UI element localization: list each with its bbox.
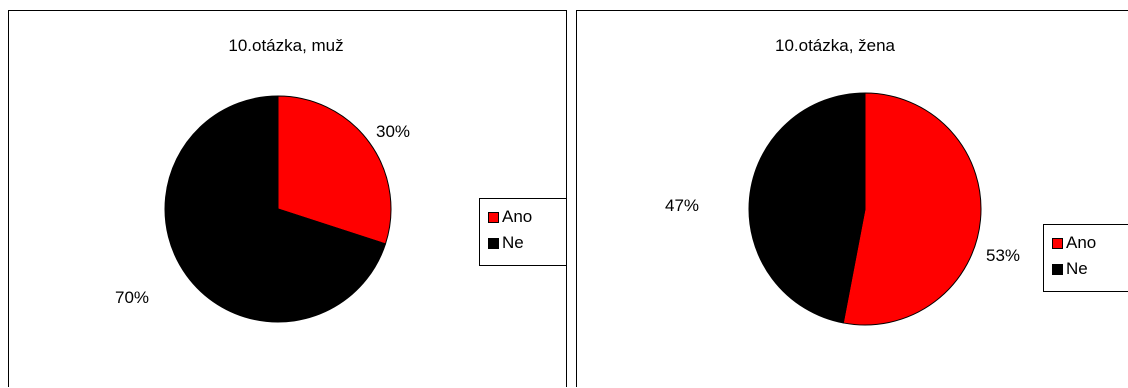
legend-swatch-red — [488, 211, 499, 223]
legend-label: Ne — [502, 233, 524, 252]
pie-slices — [164, 95, 392, 323]
legend-item-ne: Ne — [488, 233, 524, 253]
legend-item-ne: Ne — [1052, 259, 1088, 279]
data-label-ano: 30% — [376, 122, 410, 141]
legend: Ano Ne — [479, 198, 567, 266]
legend-label: Ne — [1066, 259, 1088, 278]
data-label-ne: 70% — [115, 288, 149, 307]
chart-title: 10.otázka, muž — [228, 36, 343, 55]
pie-chart-muz: 10.otázka, muž 30% 70% — [115, 36, 410, 323]
legend-label: Ano — [1066, 233, 1097, 252]
pie-chart-zena: 10.otázka, žena 53% 47% — [665, 36, 1020, 326]
pie-slice-ne — [748, 92, 866, 324]
pie-slices — [748, 92, 982, 326]
chart-panel-zena: 10.otázka, žena 53% 47% Ano Ne — [576, 10, 1128, 387]
chart-panel-muz: 10.otázka, muž 30% 70% Ano Ne — [8, 10, 567, 387]
legend-swatch-black — [488, 237, 499, 249]
pie-slice-ano — [842, 92, 982, 326]
data-label-ne: 47% — [665, 196, 699, 215]
pie-slice-ano — [277, 95, 392, 245]
data-label-ano: 53% — [986, 246, 1020, 265]
legend-item-ano: Ano — [488, 207, 532, 227]
legend-label: Ano — [502, 207, 533, 226]
legend: Ano Ne — [1043, 224, 1128, 292]
legend-swatch-black — [1052, 263, 1063, 275]
legend-item-ano: Ano — [1052, 233, 1096, 253]
legend-swatch-red — [1052, 237, 1063, 249]
pie-slice-ne — [164, 95, 387, 323]
chart-title: 10.otázka, žena — [775, 36, 896, 55]
